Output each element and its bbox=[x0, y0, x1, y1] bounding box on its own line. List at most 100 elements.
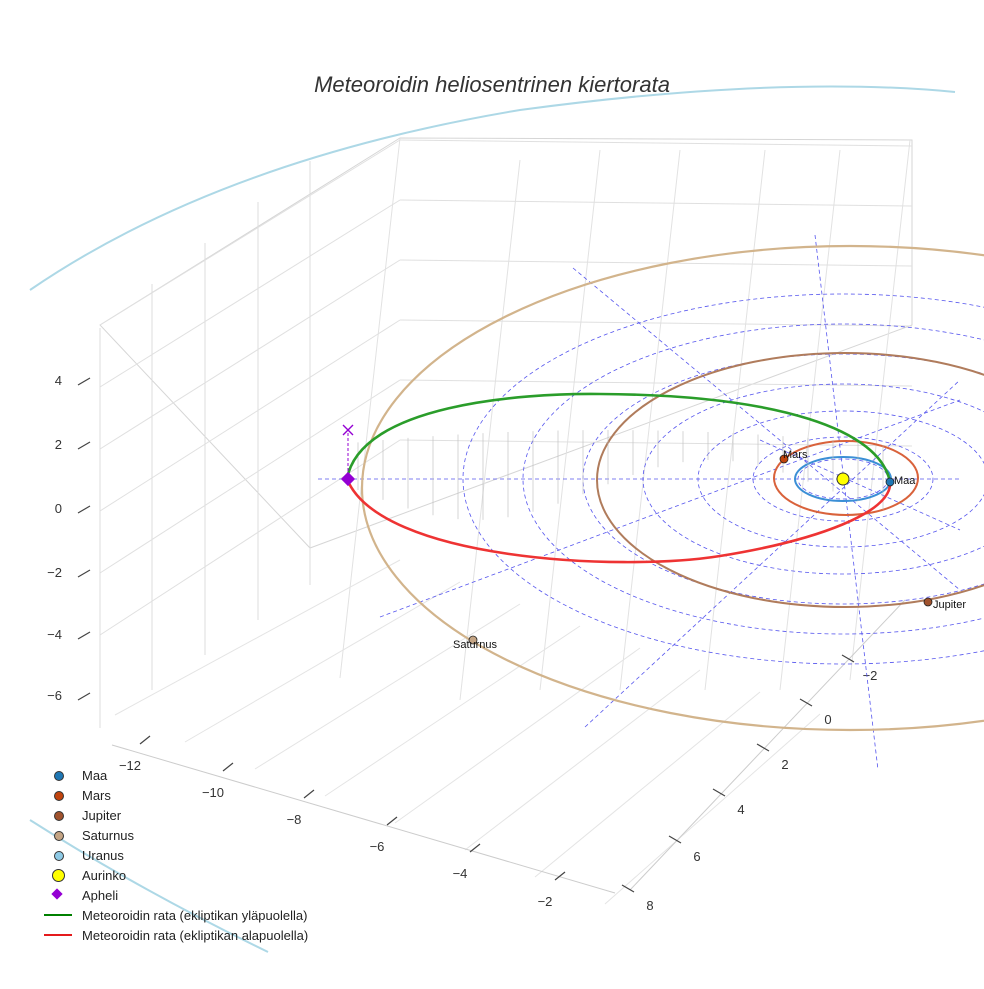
sun-marker bbox=[836, 472, 850, 486]
legend-item[interactable]: Jupiter bbox=[44, 805, 308, 825]
wall-line bbox=[704, 149, 766, 691]
wall-line bbox=[99, 319, 401, 512]
mars-marker bbox=[779, 454, 789, 464]
ecliptic-ray bbox=[814, 234, 879, 771]
y-tick-label: 4 bbox=[737, 802, 744, 817]
saturn-marker bbox=[468, 635, 478, 645]
legend-symbol bbox=[44, 885, 74, 905]
legend-symbol bbox=[44, 785, 74, 805]
x-tick-label: −4 bbox=[453, 866, 468, 881]
y-tick-mark bbox=[756, 743, 770, 752]
legend-label: Apheli bbox=[82, 887, 119, 903]
wall-line bbox=[399, 379, 913, 387]
floor-line bbox=[604, 713, 821, 905]
legend-item[interactable]: Mars bbox=[44, 785, 308, 805]
wall-line bbox=[99, 259, 401, 450]
legend-label: Meteoroidin rata (ekliptikan alapuolella… bbox=[82, 927, 309, 943]
y-tick-label: 2 bbox=[781, 757, 788, 772]
x-tick-mark bbox=[222, 762, 234, 772]
legend-label: Jupiter bbox=[82, 807, 122, 823]
jupiter-orbit bbox=[596, 352, 984, 608]
legend-symbol bbox=[44, 845, 74, 865]
legend-item[interactable]: Uranus bbox=[44, 845, 308, 865]
axis-ticks: 4 2 0 −2 −4 −6 −12 −10 −8 −6 −4 −2 −2 0 2 4 6 8 bbox=[47, 373, 877, 913]
legend-item[interactable]: Maa bbox=[44, 765, 308, 785]
saturn-orbit bbox=[361, 244, 984, 732]
planet-label: Saturnus bbox=[453, 639, 498, 651]
floor-line bbox=[534, 691, 761, 878]
planet-orbits bbox=[29, 85, 984, 953]
legend-item[interactable]: Meteoroidin rata (ekliptikan yläpuolella… bbox=[44, 905, 308, 925]
z-tick-label: −4 bbox=[47, 627, 62, 642]
x-tick-label: −8 bbox=[287, 812, 302, 827]
aphelion-x bbox=[342, 424, 354, 436]
floor-line bbox=[184, 581, 461, 743]
y-tick-mark bbox=[712, 788, 726, 797]
z-tick-label: −2 bbox=[47, 565, 62, 580]
orbit-below bbox=[345, 478, 892, 564]
x-tick-label: −12 bbox=[119, 758, 141, 773]
legend-label: Aurinko bbox=[82, 867, 127, 883]
planet-label: Maa bbox=[894, 475, 916, 487]
uranus-orbit bbox=[29, 85, 956, 291]
legend-symbol bbox=[44, 925, 74, 945]
floor-edge bbox=[111, 744, 616, 894]
legend-symbol bbox=[44, 865, 74, 885]
legend-label: Maa bbox=[82, 767, 108, 783]
x-tick-mark bbox=[303, 789, 315, 799]
z-tick-label: 0 bbox=[55, 501, 62, 516]
legend-symbol bbox=[44, 825, 74, 845]
markers: Mars Maa Jupiter Saturnus bbox=[340, 424, 966, 651]
z-tick-label: 2 bbox=[55, 437, 62, 452]
wall-line bbox=[339, 137, 401, 679]
wall-line bbox=[849, 139, 911, 681]
y-tick-label: 6 bbox=[693, 849, 700, 864]
legend-item[interactable]: Aurinko bbox=[44, 865, 308, 885]
chart-title: Meteoroidin heliosentrinen kiertorata bbox=[314, 72, 670, 97]
legend-symbol bbox=[44, 765, 74, 785]
y-tick-mark bbox=[841, 654, 855, 663]
meteoroid-orbit bbox=[345, 392, 892, 564]
x-tick-label: −2 bbox=[538, 894, 553, 909]
ecliptic-ray bbox=[584, 379, 961, 728]
legend-label: Meteoroidin rata (ekliptikan yläpuolella… bbox=[82, 907, 308, 923]
axis-panes bbox=[99, 137, 913, 549]
ecliptic-ray bbox=[759, 439, 961, 531]
z-tick-mark bbox=[77, 505, 91, 514]
floor-line bbox=[114, 559, 401, 716]
y-tick-label: 0 bbox=[824, 712, 831, 727]
wall-line bbox=[459, 159, 521, 701]
legend-label: Uranus bbox=[82, 847, 124, 863]
floor-edge bbox=[629, 599, 906, 891]
legend-label: Saturnus bbox=[82, 827, 135, 843]
wall-line bbox=[99, 139, 401, 326]
wall-line bbox=[399, 259, 913, 267]
wall-line bbox=[99, 199, 401, 388]
jupiter-marker bbox=[923, 597, 933, 607]
wall-line bbox=[399, 439, 913, 447]
orbit-above bbox=[345, 392, 892, 483]
ecliptic-ring bbox=[462, 293, 984, 665]
legend-symbol bbox=[44, 805, 74, 825]
y-tick-label: −2 bbox=[863, 668, 878, 683]
z-tick-mark bbox=[77, 441, 91, 450]
z-tick-mark bbox=[77, 631, 91, 640]
floor-line bbox=[394, 647, 641, 824]
y-tick-mark bbox=[799, 698, 813, 707]
legend-item[interactable]: Meteoroidin rata (ekliptikan alapuolella… bbox=[44, 925, 308, 945]
x-tick-mark bbox=[554, 871, 566, 881]
legend-item[interactable]: Saturnus bbox=[44, 825, 308, 845]
wall-line bbox=[399, 139, 913, 147]
planet-label: Jupiter bbox=[933, 599, 966, 611]
legend-item[interactable]: Apheli bbox=[44, 885, 308, 905]
aphelion-marker bbox=[340, 471, 356, 487]
floor-line bbox=[254, 603, 521, 770]
ecliptic-ray bbox=[379, 399, 961, 618]
wall-line bbox=[539, 149, 601, 691]
z-tick-mark bbox=[77, 692, 91, 701]
y-tick-mark bbox=[668, 835, 682, 844]
back-pane bbox=[99, 137, 913, 549]
earth-marker bbox=[885, 477, 895, 487]
